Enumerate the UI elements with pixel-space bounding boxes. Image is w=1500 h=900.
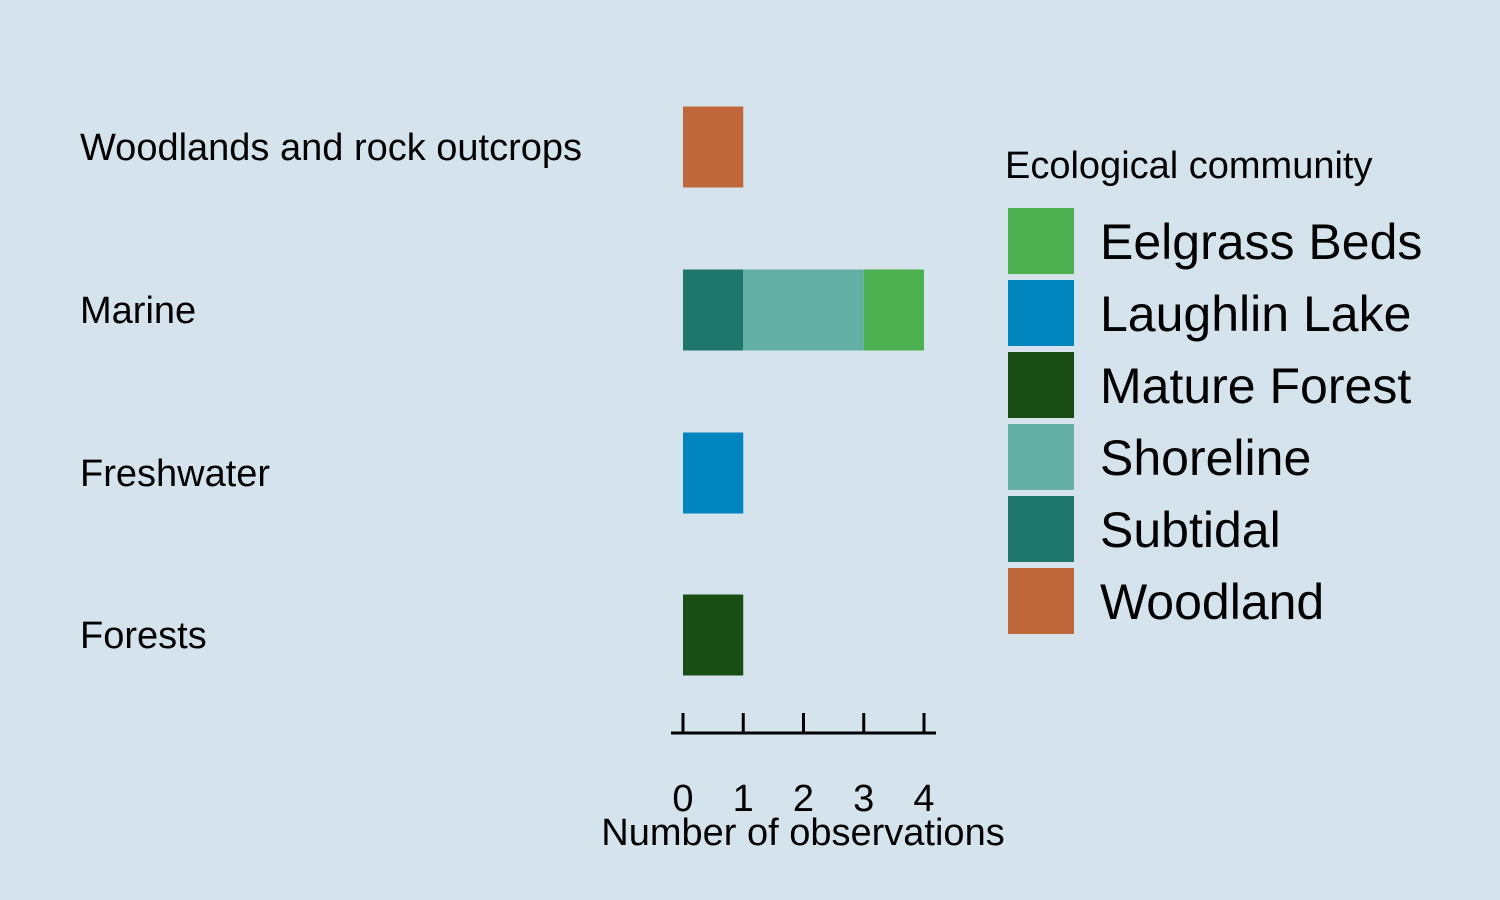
legend-label-laughlin-lake: Laughlin Lake bbox=[1100, 286, 1411, 342]
legend-label-subtidal: Subtidal bbox=[1100, 502, 1281, 558]
legend-swatch-subtidal bbox=[1008, 496, 1074, 562]
x-tick-label-1: 1 bbox=[733, 778, 754, 820]
bar-marine-eelgrass-beds bbox=[863, 269, 924, 351]
x-axis-title: Number of observations bbox=[601, 812, 1004, 854]
bar-marine-shoreline bbox=[743, 269, 864, 351]
bars bbox=[683, 106, 924, 676]
category-label-woodlands-and-rock-outcrops: Woodlands and rock outcrops bbox=[80, 127, 582, 169]
bar-forests-mature-forest bbox=[683, 594, 744, 676]
x-tick-label-4: 4 bbox=[913, 778, 934, 820]
legend-swatch-shoreline bbox=[1008, 424, 1074, 490]
legend-label-mature-forest: Mature Forest bbox=[1100, 358, 1411, 414]
x-tick-label-3: 3 bbox=[853, 778, 874, 820]
bar-freshwater-laughlin-lake bbox=[683, 432, 744, 514]
bar-woodlands-and-rock-outcrops-woodland bbox=[683, 106, 744, 188]
category-label-forests: Forests bbox=[80, 615, 207, 657]
legend: Ecological community Eelgrass Beds Laughl… bbox=[1005, 145, 1422, 634]
legend-swatch-woodland bbox=[1008, 568, 1074, 634]
x-tick-label-0: 0 bbox=[672, 778, 693, 820]
bar-marine-subtidal bbox=[683, 269, 744, 351]
legend-label-woodland: Woodland bbox=[1100, 574, 1324, 630]
category-label-marine: Marine bbox=[80, 290, 196, 332]
legend-items: Eelgrass Beds Laughlin Lake Mature Forest S… bbox=[1008, 208, 1422, 634]
category-labels: Woodlands and rock outcrops Marine Freshwa… bbox=[80, 127, 582, 657]
legend-label-eelgrass-beds: Eelgrass Beds bbox=[1100, 214, 1422, 270]
legend-swatch-eelgrass-beds bbox=[1008, 208, 1074, 274]
legend-title: Ecological community bbox=[1005, 145, 1372, 187]
legend-swatch-mature-forest bbox=[1008, 352, 1074, 418]
legend-swatch-laughlin-lake bbox=[1008, 280, 1074, 346]
category-label-freshwater: Freshwater bbox=[80, 453, 270, 495]
x-tick-label-2: 2 bbox=[793, 778, 814, 820]
legend-label-shoreline: Shoreline bbox=[1100, 430, 1311, 486]
